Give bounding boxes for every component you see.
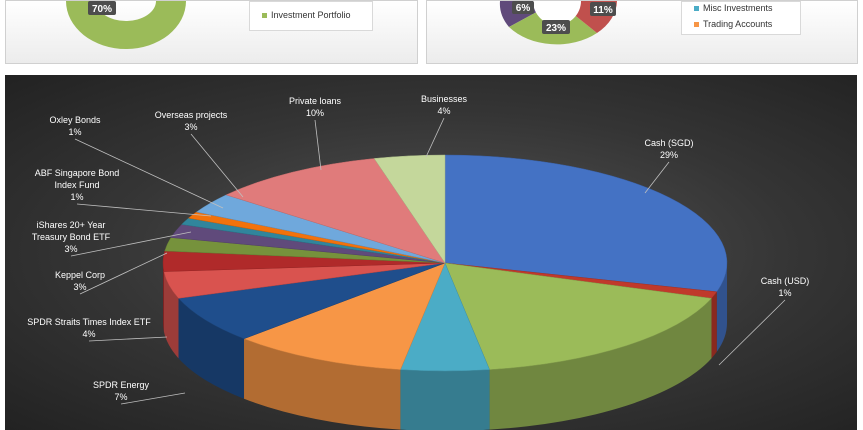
- top-right-pie: 6% 11% 23%: [499, 1, 617, 45]
- slice-name-label: ABF Singapore Bond: [35, 168, 120, 178]
- pie-side-cash-usd: [711, 291, 717, 359]
- legend-label: Investment Portfolio: [271, 10, 351, 20]
- legend-swatch: [694, 22, 699, 28]
- slice-label-box: [590, 2, 616, 16]
- pie-tops: [162, 154, 728, 372]
- top-right-legend: Misc Investments Trading Accounts: [681, 1, 801, 35]
- slice-percent-label: 1%: [778, 288, 791, 298]
- slice-percent-label: 29%: [660, 150, 678, 160]
- doughnut-slice-investment-portfolio: [66, 1, 186, 49]
- slice-percent-label: 4%: [82, 329, 95, 339]
- leader-line-overseas-projects: [190, 133, 244, 198]
- pie-side-cash-sgd: [716, 263, 727, 352]
- slice-label-box: [512, 1, 534, 14]
- leader-line-oxley-bonds: [74, 138, 224, 209]
- leader-line-keppel-corp: [79, 252, 168, 295]
- slice-percent-label: 7%: [114, 392, 127, 402]
- slice-name-label: Businesses: [421, 94, 468, 104]
- pie-side-unlabeled: [489, 298, 712, 430]
- leader-line-abf-singapore-bond-index-fund: [76, 203, 212, 217]
- slice-name-label: Overseas projects: [155, 110, 228, 120]
- legend-swatch: [262, 13, 267, 19]
- pie-slice-cash-sgd: [444, 154, 728, 293]
- pie-leader-lines: [70, 117, 786, 405]
- slice-percent-label: 1%: [68, 127, 81, 137]
- slice-label-box: [542, 20, 570, 34]
- legend-item: Investment Portfolio: [262, 10, 351, 20]
- slice-name-label: Index Fund: [54, 180, 99, 190]
- top-left-chart-panel: 70% Investment Portfolio: [5, 0, 418, 64]
- slice-name-label: Treasury Bond ETF: [32, 232, 111, 242]
- leader-line-cash-sgd: [644, 161, 670, 194]
- slice-percent-label: 10%: [306, 108, 324, 118]
- legend-label: Trading Accounts: [703, 19, 773, 29]
- top-left-legend: Investment Portfolio: [249, 1, 373, 31]
- top-left-doughnut: 70%: [66, 1, 186, 49]
- slice-name-label: Cash (SGD): [644, 138, 693, 148]
- pie-side-spdr-straits-times-index-etf: [163, 271, 179, 359]
- top-right-chart-panel: 6% 11% 23% Misc Investments Trading Acco…: [426, 0, 858, 64]
- slice-percent-label: 3%: [64, 244, 77, 254]
- pie-side-unlabeled: [244, 338, 401, 430]
- slice-name-label: SPDR Straits Times Index ETF: [27, 317, 151, 327]
- pie-slice-unlabeled: [243, 262, 446, 370]
- leader-line-cash-usd: [718, 299, 786, 366]
- legend-item: Trading Accounts: [694, 19, 772, 29]
- slice-name-label: Cash (USD): [761, 276, 810, 286]
- slice-percent-label: 1%: [70, 192, 83, 202]
- slice-label-box: [88, 1, 116, 15]
- slice-percent-label: 11%: [593, 5, 613, 16]
- pie-side-keppel-corp: [163, 263, 164, 332]
- leader-line-private-loans: [314, 119, 322, 171]
- pie-side-unlabeled: [400, 369, 490, 430]
- pie-slice-private-loans: [225, 158, 446, 264]
- legend-item: Misc Investments: [694, 3, 773, 13]
- slice-percent-label: 4%: [437, 106, 450, 116]
- legend-label: Misc Investments: [703, 3, 773, 13]
- slice-name-label: Oxley Bonds: [49, 115, 101, 125]
- pie-side-spdr-energy: [178, 298, 245, 399]
- leader-line-businesses: [425, 117, 445, 158]
- slice-name-label: iShares 20+ Year: [37, 220, 106, 230]
- main-chart-panel: Cash (SGD) 29% Cash (USD) 1% SPDR Energy 7% SP…: [5, 75, 857, 430]
- slice-percent-label: 6%: [516, 3, 531, 14]
- leader-line-spdr-straits-times-index-etf: [88, 336, 168, 342]
- slice-percent-label: 23%: [546, 23, 566, 34]
- leader-line-spdr-energy: [120, 392, 186, 405]
- pie-slice-spdr-energy: [178, 262, 446, 340]
- portfolio-3d-pie-chart: Cash (SGD) 29% Cash (USD) 1% SPDR Energy 7% SP…: [27, 94, 809, 430]
- pie-sides: [163, 263, 727, 430]
- slice-name-label: Keppel Corp: [55, 270, 105, 280]
- pie-slice-businesses: [373, 154, 446, 264]
- pie-hole: [533, 1, 581, 25]
- pie-slice-unlabeled: [444, 262, 712, 370]
- leader-line-ishares-20-year-treasury-bond-etf: [70, 231, 192, 257]
- slice-name-label: SPDR Energy: [93, 380, 150, 390]
- pie-labels: Cash (SGD) 29% Cash (USD) 1% SPDR Energy 7% SP…: [27, 94, 809, 402]
- slice-name-label: Private loans: [289, 96, 342, 106]
- slice-percent-label: 3%: [184, 122, 197, 132]
- legend-swatch: [694, 6, 699, 12]
- slice-percent-label: 3%: [73, 282, 86, 292]
- slice-percent-label: 70%: [92, 4, 112, 15]
